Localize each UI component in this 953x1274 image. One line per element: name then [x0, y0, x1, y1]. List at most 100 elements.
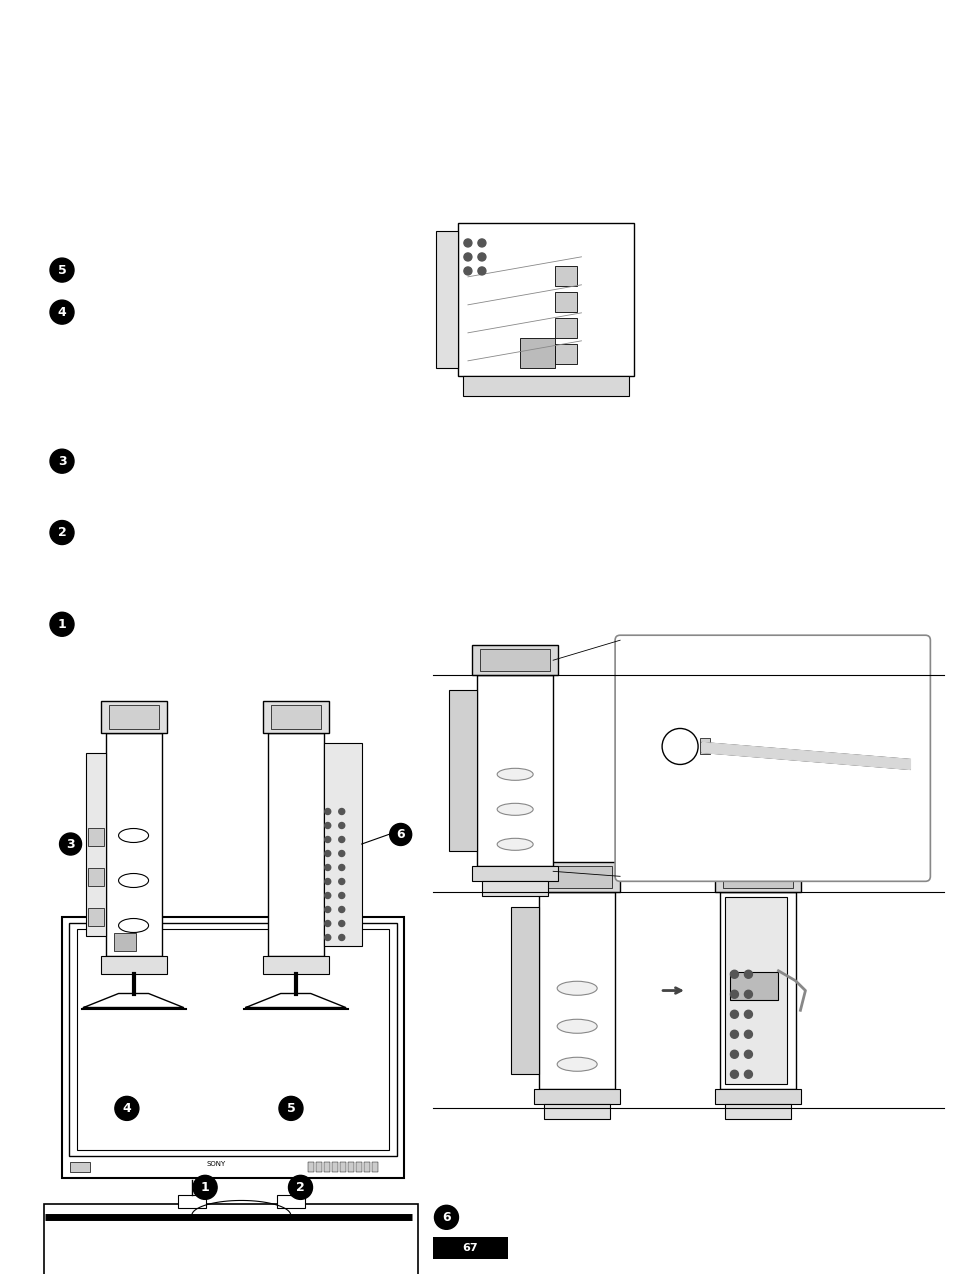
- Text: 3: 3: [66, 837, 74, 851]
- Bar: [69, 924, 396, 1157]
- Text: 5: 5: [57, 264, 67, 276]
- Bar: [323, 743, 361, 945]
- Circle shape: [743, 1031, 752, 1038]
- Bar: [472, 645, 558, 675]
- Bar: [268, 733, 323, 956]
- Bar: [555, 317, 577, 338]
- Bar: [271, 705, 320, 729]
- Text: 4: 4: [57, 306, 67, 318]
- Circle shape: [288, 1176, 313, 1199]
- Bar: [433, 1237, 508, 1259]
- Circle shape: [338, 837, 344, 842]
- Bar: [449, 691, 476, 851]
- Circle shape: [743, 971, 752, 978]
- Circle shape: [743, 1050, 752, 1059]
- Bar: [715, 1089, 801, 1105]
- Ellipse shape: [557, 981, 597, 995]
- Circle shape: [434, 1205, 458, 1229]
- Circle shape: [730, 1010, 738, 1018]
- Circle shape: [50, 450, 74, 473]
- Text: 5: 5: [286, 1102, 295, 1115]
- Circle shape: [324, 809, 331, 814]
- Bar: [113, 933, 135, 950]
- Text: 2: 2: [57, 526, 67, 539]
- Circle shape: [730, 1031, 738, 1038]
- Bar: [720, 892, 796, 1089]
- Ellipse shape: [497, 768, 533, 780]
- Ellipse shape: [118, 919, 149, 933]
- Bar: [730, 972, 778, 1000]
- Bar: [262, 956, 329, 973]
- Circle shape: [338, 879, 344, 884]
- Text: 1: 1: [57, 618, 67, 631]
- Circle shape: [59, 833, 81, 855]
- Bar: [555, 344, 577, 364]
- Text: 2: 2: [295, 1181, 305, 1194]
- Circle shape: [743, 990, 752, 999]
- Circle shape: [324, 865, 331, 870]
- Text: 67: 67: [462, 1242, 477, 1252]
- Bar: [177, 1195, 206, 1209]
- Bar: [457, 223, 634, 376]
- Bar: [348, 1162, 354, 1172]
- Circle shape: [50, 613, 74, 636]
- Bar: [715, 861, 801, 892]
- Bar: [262, 701, 329, 733]
- Ellipse shape: [118, 828, 149, 842]
- Bar: [555, 266, 577, 285]
- Circle shape: [338, 935, 344, 940]
- Ellipse shape: [497, 804, 533, 815]
- Circle shape: [730, 1050, 738, 1059]
- Circle shape: [324, 837, 331, 842]
- Circle shape: [338, 907, 344, 912]
- Bar: [481, 882, 548, 897]
- Bar: [372, 1162, 377, 1172]
- Bar: [472, 866, 558, 882]
- Bar: [86, 753, 106, 935]
- Bar: [308, 1162, 314, 1172]
- Ellipse shape: [557, 1019, 597, 1033]
- Bar: [88, 907, 104, 925]
- Bar: [534, 861, 619, 892]
- Text: 1: 1: [200, 1181, 210, 1194]
- FancyBboxPatch shape: [615, 636, 929, 882]
- Circle shape: [743, 1010, 752, 1018]
- Circle shape: [730, 990, 738, 999]
- Bar: [363, 1162, 370, 1172]
- Bar: [722, 866, 793, 888]
- Bar: [77, 929, 388, 1150]
- Circle shape: [324, 879, 331, 884]
- Circle shape: [193, 1176, 217, 1199]
- Text: 6: 6: [441, 1210, 451, 1224]
- Circle shape: [477, 254, 485, 261]
- Bar: [519, 338, 554, 368]
- Bar: [100, 956, 167, 973]
- Circle shape: [743, 1070, 752, 1078]
- Bar: [100, 701, 167, 733]
- Bar: [339, 1162, 346, 1172]
- Bar: [106, 733, 161, 956]
- Circle shape: [338, 865, 344, 870]
- Circle shape: [324, 921, 331, 926]
- Circle shape: [463, 254, 472, 261]
- Circle shape: [338, 809, 344, 814]
- Circle shape: [338, 893, 344, 898]
- Circle shape: [389, 823, 412, 846]
- Bar: [324, 1162, 330, 1172]
- Bar: [332, 1162, 337, 1172]
- Circle shape: [661, 729, 698, 764]
- Ellipse shape: [557, 1057, 597, 1071]
- Bar: [511, 907, 538, 1074]
- Bar: [476, 675, 553, 866]
- Text: 4: 4: [122, 1102, 132, 1115]
- Circle shape: [324, 935, 331, 940]
- Circle shape: [324, 823, 331, 828]
- Bar: [62, 917, 403, 1178]
- Ellipse shape: [497, 838, 533, 850]
- Circle shape: [477, 268, 485, 275]
- Circle shape: [477, 240, 485, 247]
- Text: 3: 3: [57, 455, 67, 468]
- Circle shape: [338, 921, 344, 926]
- Circle shape: [278, 1097, 303, 1120]
- Polygon shape: [246, 994, 345, 1008]
